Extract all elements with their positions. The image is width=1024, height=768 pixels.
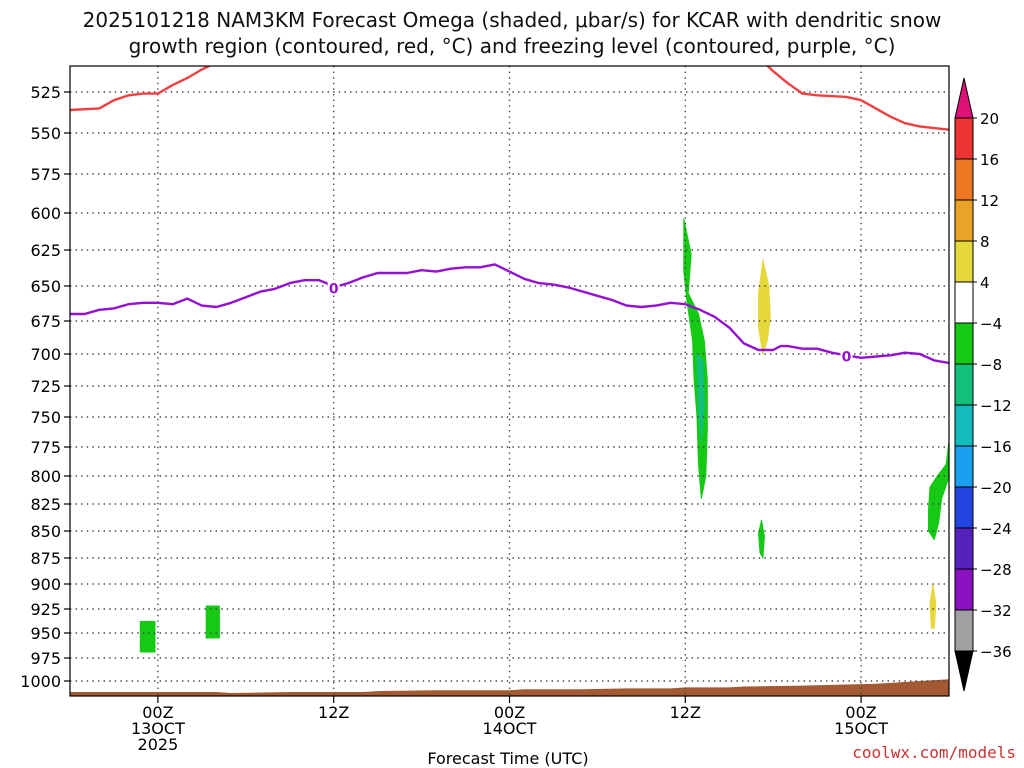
chart-title-line-1: 2025101218 NAM3KM Forecast Omega (shaded… <box>82 8 942 32</box>
colorbar-label-10: −20 <box>980 479 1012 497</box>
y-tick-label-950: 950 <box>30 624 61 643</box>
colorbar-swatch-12 <box>954 568 974 611</box>
colorbar-swatch-8 <box>954 404 974 447</box>
y-tick-label-975: 975 <box>30 649 61 668</box>
omega-cell-5 <box>758 259 771 355</box>
series-label-bg <box>327 279 340 296</box>
colorbar-swatch-11 <box>954 527 974 570</box>
x-tick-label-h30-0: 00Z <box>494 703 525 722</box>
x-tick-label-h54-1: 15OCT <box>834 719 888 738</box>
omega-cell-6 <box>758 519 765 559</box>
colorbar-label-3: 12 <box>980 192 999 210</box>
x-axis-label: Forecast Time (UTC) <box>427 749 588 768</box>
omega-cell-2 <box>205 605 220 639</box>
y-tick-label-875: 875 <box>30 549 61 568</box>
terrain-fill <box>70 679 949 696</box>
y-tick-label-725: 725 <box>30 377 61 396</box>
y-tick-label-825: 825 <box>30 495 61 514</box>
colorbar-bottom-arrow <box>954 650 974 692</box>
y-tick-label-650: 650 <box>30 277 61 296</box>
omega-cell-7 <box>928 440 949 541</box>
colorbar-swatch-5 <box>954 281 974 324</box>
colorbar-label-1: 20 <box>980 110 999 128</box>
colorbar-label-2: 16 <box>980 151 999 169</box>
omega-cell-3 <box>683 218 708 499</box>
colorbar-swatch-3 <box>954 199 974 242</box>
colorbar-swatch-4 <box>954 240 974 283</box>
y-tick-label-1000: 1000 <box>20 672 61 691</box>
colorbar-label-8: −12 <box>980 397 1012 415</box>
y-tick-label-550: 550 <box>30 124 61 143</box>
y-tick-label-850: 850 <box>30 522 61 541</box>
colorbar-swatch-2 <box>954 158 974 201</box>
site-credit: coolwx.com/models <box>852 743 1016 762</box>
chart-title-line-2: growth region (contoured, red, °C) and f… <box>128 34 896 58</box>
colorbar-swatch-6 <box>954 322 974 365</box>
y-tick-label-700: 700 <box>30 345 61 364</box>
y-tick-label-750: 750 <box>30 408 61 427</box>
colorbar-label-9: −16 <box>980 438 1012 456</box>
x-tick-label-h6-0: 00Z <box>142 703 173 722</box>
x-tick-label-h6-2: 2025 <box>138 735 179 754</box>
colorbar-label-4: 8 <box>980 233 990 251</box>
y-axis: 525 550 575 600 625 650 675 700 725 750 775 800 825 8… <box>20 83 70 691</box>
y-tick-label-575: 575 <box>30 165 61 184</box>
y-tick-label-775: 775 <box>30 438 61 457</box>
colorbar-swatch-7 <box>954 363 974 406</box>
omega-cell-1 <box>139 621 156 653</box>
y-tick-label-900: 900 <box>30 575 61 594</box>
colorbar-swatch-13 <box>954 609 974 652</box>
contour-lines-layer: 00 <box>70 66 949 365</box>
colorbar-swatch-9 <box>954 445 974 488</box>
colorbar-label-6: −4 <box>980 315 1002 333</box>
x-tick-label-h54-0: 00Z <box>845 703 876 722</box>
freezing-level-contour-label-1: 0 <box>329 281 339 297</box>
y-tick-label-525: 525 <box>30 83 61 102</box>
x-tick-label-h30-1: 14OCT <box>483 719 537 738</box>
colorbar-label-12: −28 <box>980 561 1012 579</box>
series-line-2 <box>70 263 949 365</box>
colorbar-label-13: −32 <box>980 602 1012 620</box>
x-tick-label-h6-1: 13OCT <box>131 719 185 738</box>
y-tick-label-925: 925 <box>30 600 61 619</box>
omega-cell-8 <box>929 583 937 629</box>
y-tick-label-600: 600 <box>30 204 61 223</box>
colorbar-label-5: 4 <box>980 274 990 292</box>
y-tick-label-625: 625 <box>30 241 61 260</box>
y-tick-label-800: 800 <box>30 467 61 486</box>
colorbar-top-arrow <box>954 77 974 119</box>
x-tick-label-h42-0: 12Z <box>670 703 701 722</box>
colorbar-swatch-10 <box>954 486 974 529</box>
series-line-1 <box>70 66 949 131</box>
omega-colorbar: 20 16 12 8 4 −4 −8 −12 −16 −20 −24 −28 −32 −36 <box>954 77 1012 692</box>
terrain-layer <box>70 679 949 696</box>
grid-layer <box>70 66 949 696</box>
series-label-bg <box>840 347 853 364</box>
omega-cell-4 <box>696 353 705 442</box>
omega-shading-layer <box>139 218 949 653</box>
colorbar-label-11: −24 <box>980 520 1012 538</box>
colorbar-swatch-1 <box>954 117 974 160</box>
x-tick-label-h18-0: 12Z <box>318 703 349 722</box>
y-tick-label-675: 675 <box>30 312 61 331</box>
colorbar-label-7: −8 <box>980 356 1002 374</box>
freezing-level-contour-label-2: 0 <box>842 349 852 365</box>
colorbar-label-14: −36 <box>980 643 1012 661</box>
